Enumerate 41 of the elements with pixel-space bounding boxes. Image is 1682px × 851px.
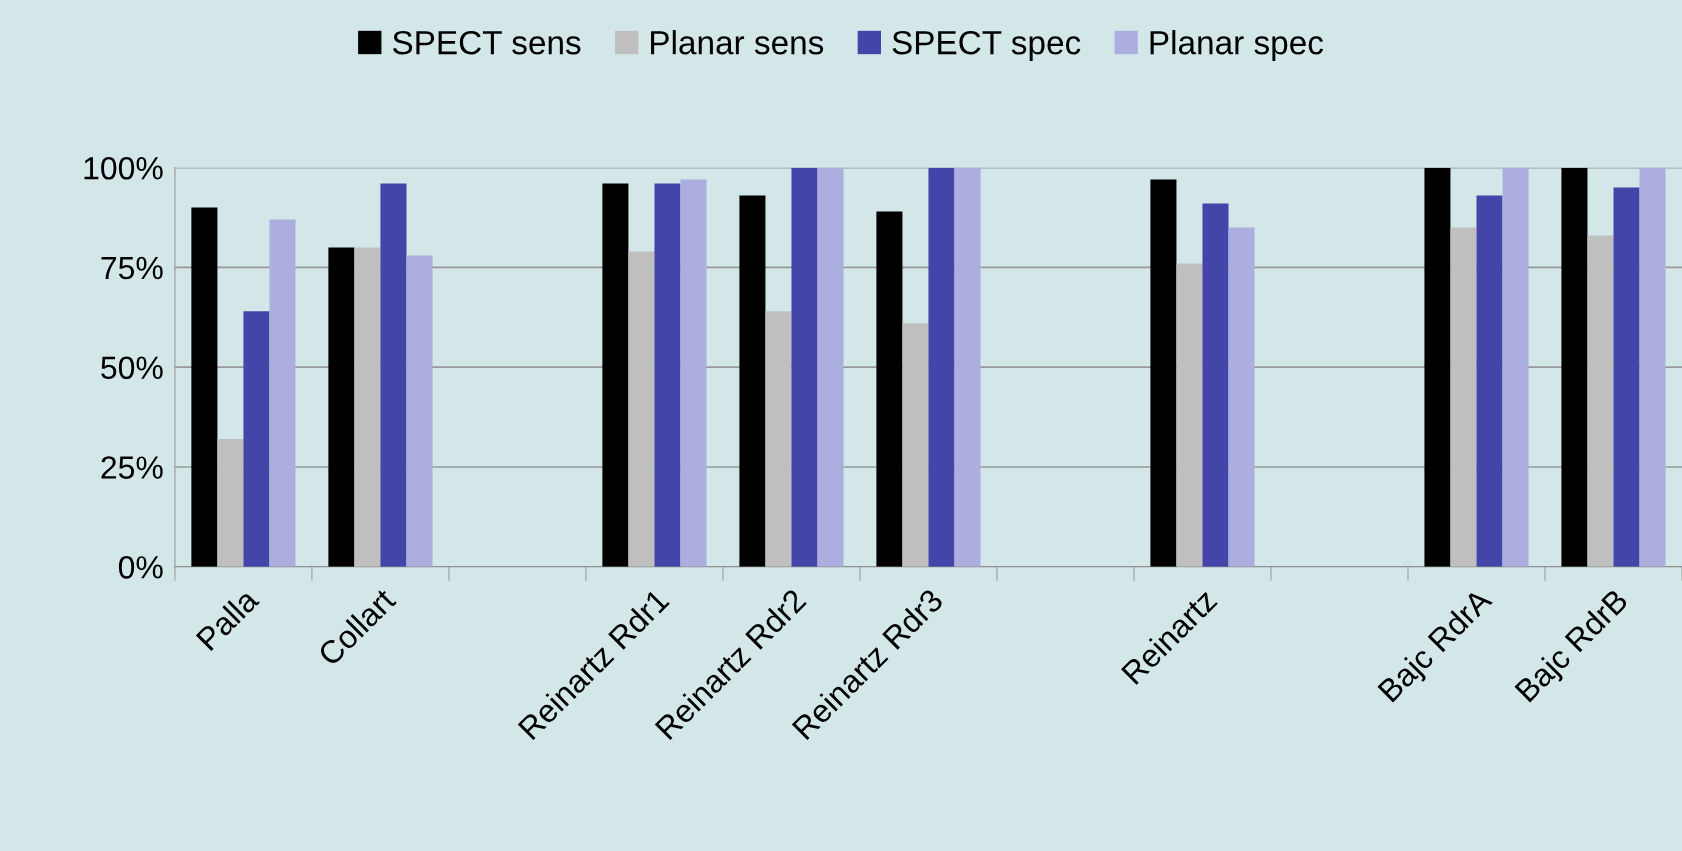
bar xyxy=(876,211,903,567)
bar xyxy=(217,439,244,567)
bar xyxy=(1450,227,1477,567)
bar xyxy=(1424,167,1451,567)
bar xyxy=(406,255,433,567)
bar xyxy=(1202,203,1229,567)
y-tick-label: 25% xyxy=(101,456,163,479)
y-tick-label: 50% xyxy=(101,356,163,380)
bar xyxy=(1228,227,1255,567)
bar xyxy=(765,311,792,567)
bar xyxy=(354,247,381,567)
bar xyxy=(1476,195,1503,567)
legend-label: SPECT spec xyxy=(892,30,1081,62)
bar xyxy=(954,167,981,567)
bar xyxy=(380,183,407,567)
bar xyxy=(902,323,929,567)
bar xyxy=(328,247,355,567)
bar xyxy=(1639,167,1666,567)
bar xyxy=(1176,263,1203,567)
bar xyxy=(1561,167,1588,567)
bar xyxy=(1613,187,1640,567)
legend-label: SPECT sens xyxy=(392,30,581,55)
bar xyxy=(739,195,766,567)
bar xyxy=(1587,235,1614,567)
bar xyxy=(1150,179,1177,567)
bar xyxy=(680,179,707,567)
bar xyxy=(1502,167,1529,567)
y-tick-label: 100% xyxy=(84,156,163,180)
bar xyxy=(817,167,844,567)
legend-label: Planar spec xyxy=(1150,30,1324,62)
bar xyxy=(602,183,629,567)
bar xyxy=(243,311,270,567)
bar xyxy=(654,183,681,567)
legend-label: Planar sens xyxy=(651,30,824,55)
bar xyxy=(628,251,655,567)
y-tick-label: 0% xyxy=(118,556,163,579)
bar xyxy=(791,167,818,567)
y-tick-label: 75% xyxy=(101,256,163,280)
bar xyxy=(191,207,218,567)
bar xyxy=(928,167,955,567)
bar xyxy=(269,219,296,567)
